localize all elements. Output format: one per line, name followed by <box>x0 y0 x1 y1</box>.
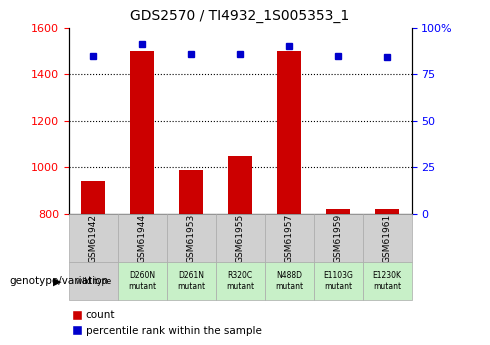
Bar <box>216 262 265 300</box>
Bar <box>179 170 203 214</box>
Bar <box>363 214 412 262</box>
Bar <box>265 262 314 300</box>
Text: GSM61955: GSM61955 <box>236 214 245 263</box>
Bar <box>363 262 412 300</box>
Bar <box>130 51 154 214</box>
Text: GSM61953: GSM61953 <box>187 214 196 263</box>
Text: GSM61957: GSM61957 <box>285 214 294 263</box>
Bar <box>314 214 363 262</box>
Bar <box>167 214 216 262</box>
Text: E1230K
mutant: E1230K mutant <box>372 272 402 291</box>
Text: N488D
mutant: N488D mutant <box>275 272 303 291</box>
Bar <box>118 262 167 300</box>
Text: wild type: wild type <box>75 277 111 286</box>
Bar <box>277 51 301 214</box>
Bar <box>69 262 118 300</box>
Text: D260N
mutant: D260N mutant <box>128 272 156 291</box>
Text: GDS2570 / TI4932_1S005353_1: GDS2570 / TI4932_1S005353_1 <box>130 9 350 23</box>
Bar <box>216 214 265 262</box>
Bar <box>375 209 399 214</box>
Text: GSM61942: GSM61942 <box>89 214 98 263</box>
Text: R320C
mutant: R320C mutant <box>226 272 254 291</box>
Text: GSM61959: GSM61959 <box>334 214 343 263</box>
Bar <box>167 262 216 300</box>
Bar <box>314 262 363 300</box>
Text: D261N
mutant: D261N mutant <box>177 272 205 291</box>
Bar <box>118 214 167 262</box>
Bar <box>81 181 105 214</box>
Legend: count, percentile rank within the sample: count, percentile rank within the sample <box>69 306 266 340</box>
Bar <box>69 214 118 262</box>
Text: E1103G
mutant: E1103G mutant <box>323 272 353 291</box>
Text: GSM61961: GSM61961 <box>383 214 392 263</box>
Text: genotype/variation: genotype/variation <box>10 276 109 286</box>
Bar <box>265 214 314 262</box>
Text: GSM61944: GSM61944 <box>138 214 147 263</box>
Bar <box>326 209 350 214</box>
Text: ▶: ▶ <box>53 276 62 286</box>
Bar <box>228 156 252 214</box>
